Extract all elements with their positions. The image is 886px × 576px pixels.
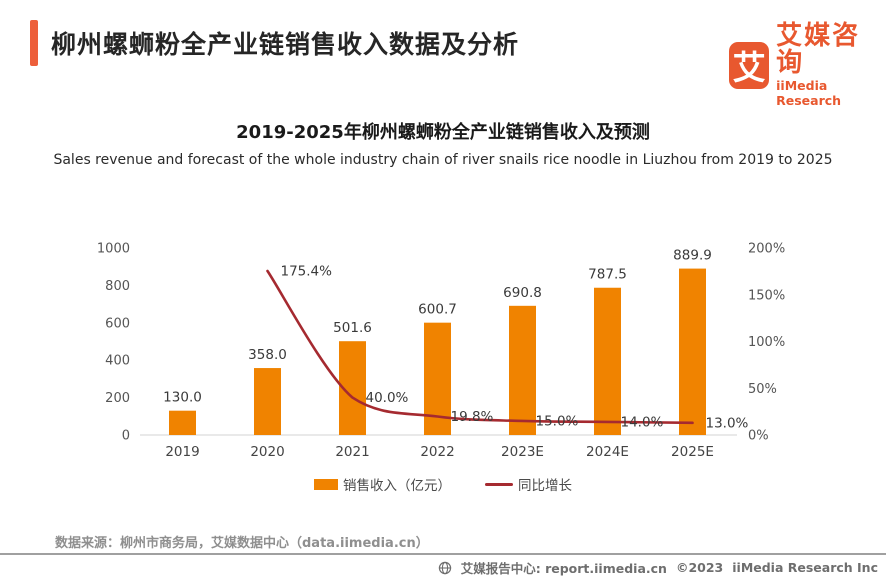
line-value-label: 15.0% xyxy=(536,413,579,429)
category-label: 2022 xyxy=(420,444,454,460)
bar-2019 xyxy=(169,410,196,435)
page-title: 柳州螺蛳粉全产业链销售收入数据及分析 xyxy=(51,30,520,59)
header: 柳州螺蛳粉全产业链销售收入数据及分析 xyxy=(30,20,519,66)
bottom-footer: 艾媒报告中心: report.iimedia.cn ©2023 iiMedia … xyxy=(438,558,878,576)
line-value-label: 40.0% xyxy=(366,390,409,406)
right-axis-tick: 150% xyxy=(748,288,785,303)
left-axis-tick: 800 xyxy=(105,279,130,294)
legend-bar-swatch xyxy=(314,478,338,490)
line-value-label: 175.4% xyxy=(281,264,333,280)
chart-subtitle: Sales revenue and forecast of the whole … xyxy=(53,152,833,168)
bar-value-label: 358.0 xyxy=(248,347,287,363)
bar-2025E xyxy=(679,268,706,435)
bar-value-label: 501.6 xyxy=(333,320,372,336)
growth-line xyxy=(266,269,694,425)
category-label: 2023E xyxy=(501,444,544,460)
line-value-label: 19.8% xyxy=(451,409,494,425)
bar-value-label: 787.5 xyxy=(588,267,627,283)
iimedia-logo: 艾 艾媒咨询 iiMedia Research xyxy=(729,21,886,108)
right-axis-tick: 0% xyxy=(748,429,769,444)
logo-text: 艾媒咨询 iiMedia Research xyxy=(776,21,886,108)
left-axis-tick: 1000 xyxy=(97,242,130,257)
line-value-label: 13.0% xyxy=(706,415,749,431)
category-label: 2020 xyxy=(250,444,284,460)
left-axis-tick: 0 xyxy=(122,429,130,444)
legend-line-label: 同比增长 xyxy=(518,478,572,494)
legend-bar-label: 销售收入（亿元） xyxy=(343,478,451,494)
bar-value-label: 130.0 xyxy=(163,390,202,406)
left-axis-tick: 200 xyxy=(105,391,130,406)
bar-value-label: 600.7 xyxy=(418,302,457,318)
logo-brand-en: iiMedia Research xyxy=(776,77,842,108)
title-accent-bar xyxy=(30,20,38,66)
left-axis-tick: 400 xyxy=(105,354,130,369)
right-axis-tick: 200% xyxy=(748,242,785,257)
company-name: iiMedia Research Inc xyxy=(732,560,878,575)
category-label: 2021 xyxy=(335,444,369,460)
category-label: 2019 xyxy=(165,444,199,460)
chart-svg: 0 200 400 600 800 1000 0% 50% 100% 150% 200% 130.0 3… xyxy=(97,242,785,461)
category-label: 2025E xyxy=(671,444,714,460)
bar-2020 xyxy=(254,368,281,435)
legend-line-swatch xyxy=(485,482,513,486)
globe-icon xyxy=(438,561,451,574)
chart-title: 2019-2025年柳州螺蛳粉全产业链销售收入及预测 xyxy=(236,122,650,143)
report-center-link: 艾媒报告中心: report.iimedia.cn xyxy=(460,561,667,576)
right-axis-tick: 100% xyxy=(748,335,785,350)
data-source-note: 数据来源：柳州市商务局，艾媒数据中心（data.iimedia.cn） xyxy=(55,536,429,551)
bar-2024E xyxy=(594,287,621,435)
left-axis-tick: 600 xyxy=(105,316,130,331)
iimedia-logo-icon: 艾 xyxy=(729,41,770,89)
bar-value-label: 690.8 xyxy=(503,285,542,301)
line-value-label: 14.0% xyxy=(621,414,664,430)
chart-legend: 销售收入（亿元） 同比增长 xyxy=(0,474,886,494)
right-axis-tick: 50% xyxy=(748,382,777,397)
category-label: 2024E xyxy=(586,444,629,460)
bar-2023E xyxy=(509,305,536,435)
logo-brand-cn: 艾媒咨询 xyxy=(776,21,861,79)
footer-divider xyxy=(0,553,886,555)
copyright: ©2023 xyxy=(675,560,724,575)
bar-value-label: 889.9 xyxy=(673,248,712,264)
